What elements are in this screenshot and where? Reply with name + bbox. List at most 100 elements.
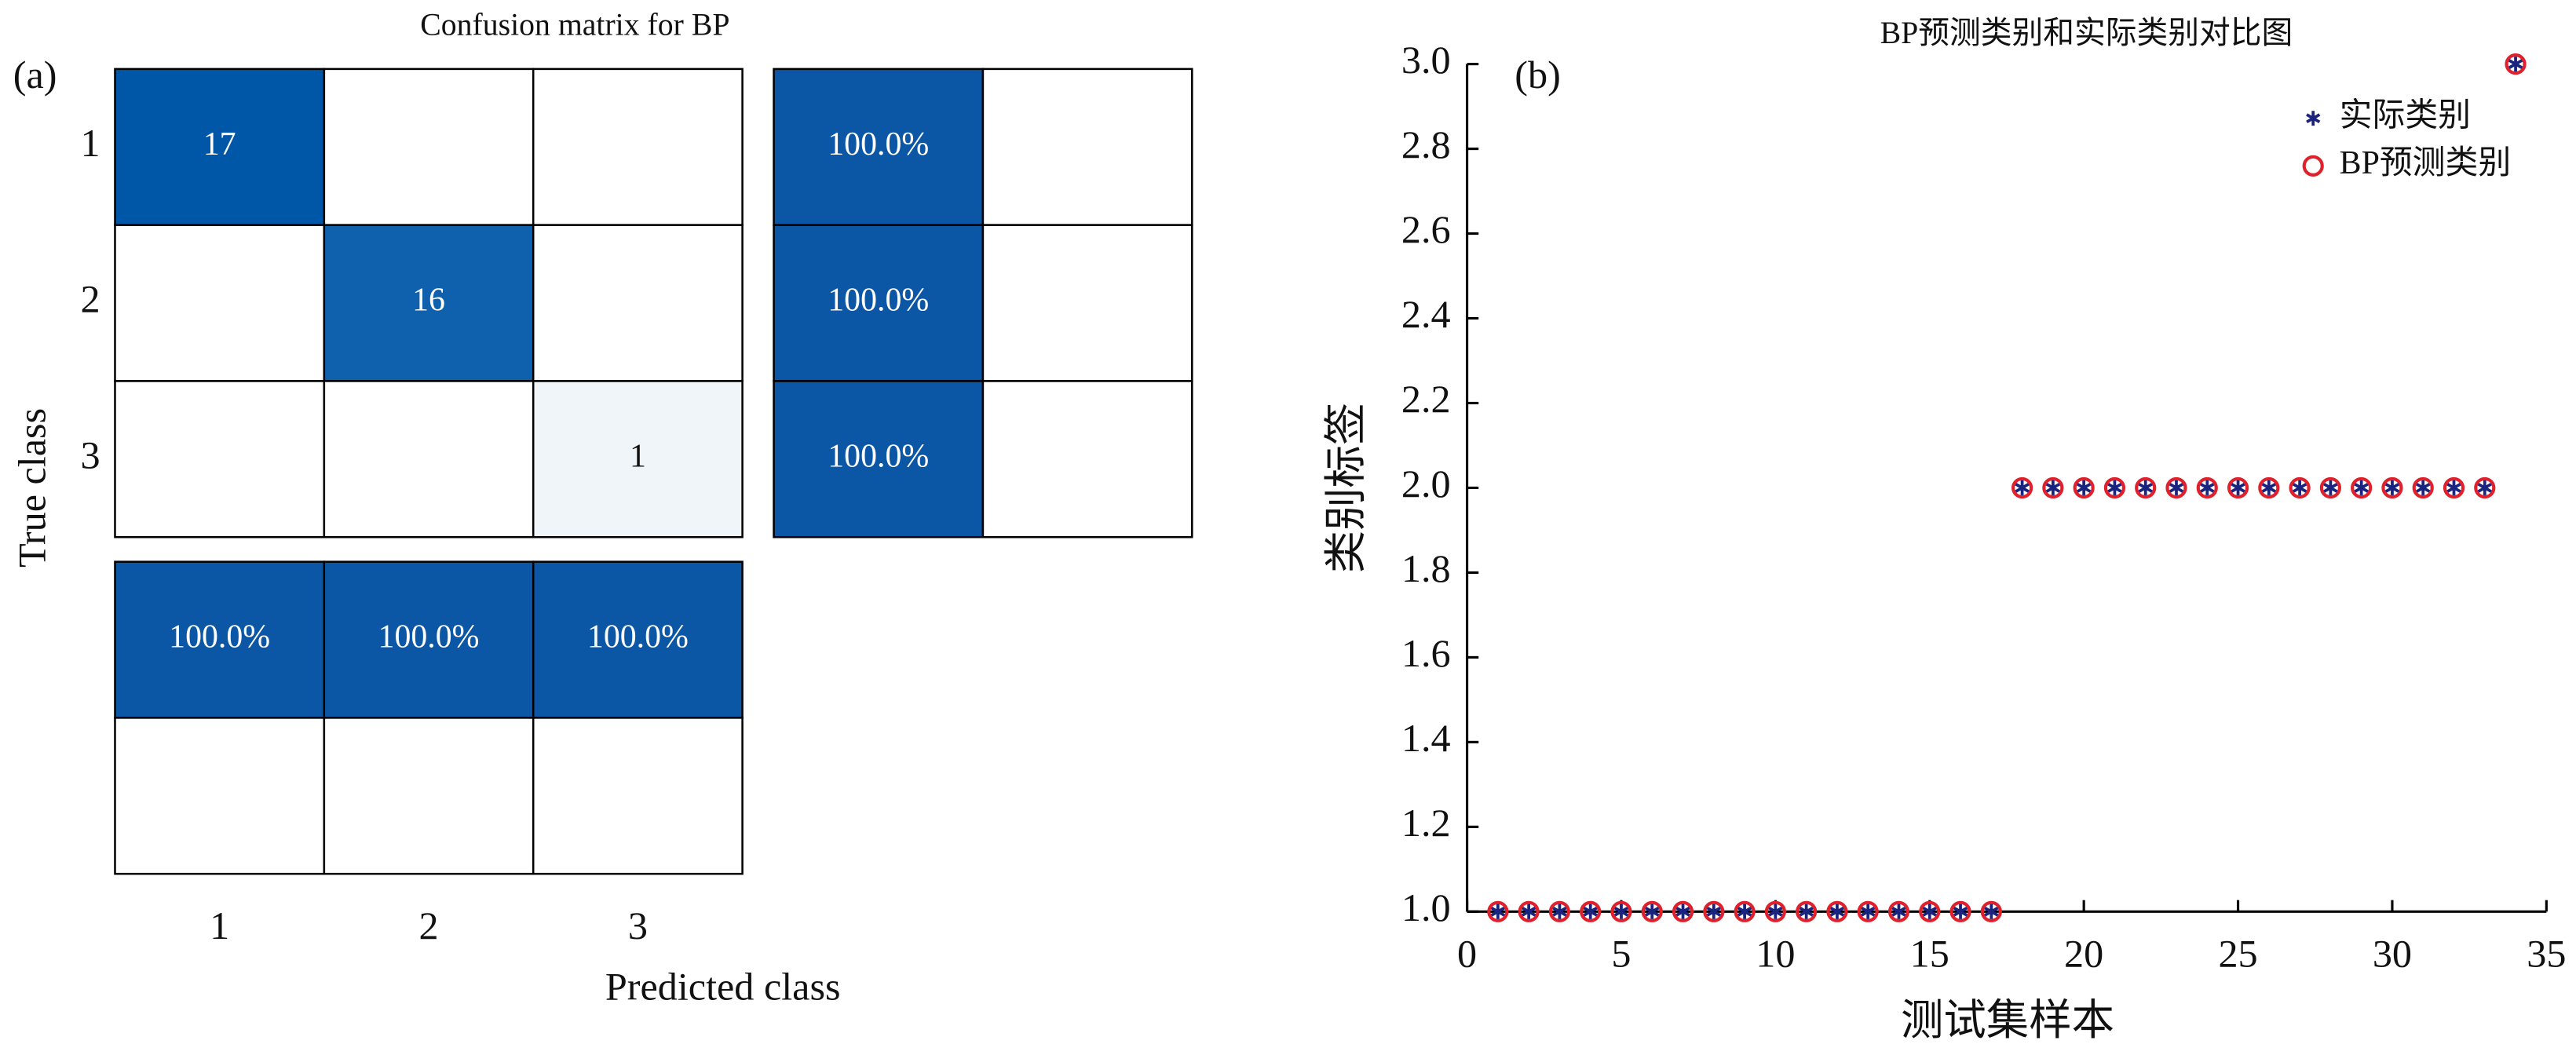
y-tick-label: 1.6 [1401,631,1451,675]
data-point [2261,480,2276,495]
empty-cell [981,224,1193,382]
y-tick-label: 2.6 [1401,207,1451,251]
y-tick-label: 3 [81,433,100,476]
data-point [2293,480,2307,495]
summary-label: 100.0% [587,619,689,655]
data-point [2351,476,2373,499]
x-axis-label: Predicted class [605,964,841,1008]
summary-cell [773,380,985,538]
data-point [2169,480,2184,495]
data-point [1796,900,1818,922]
data-point [2231,480,2245,495]
data-point [2354,480,2369,495]
empty-cell [114,224,326,382]
empty-cell [323,68,535,226]
data-point [2138,480,2153,495]
data-point [1984,904,1999,919]
y-tick-label: 2.2 [1401,377,1451,421]
matrix-cell [323,224,535,382]
empty-cell [532,717,744,875]
empty-cell [532,224,744,382]
x-tick-label: 1 [210,904,229,947]
data-point [1580,900,1602,922]
summary-label: 100.0% [828,126,929,162]
summary-cell [323,560,535,719]
data-point [2381,476,2403,499]
x-tick-label: 10 [1756,931,1795,975]
data-point [2165,476,2187,499]
data-point [1922,904,1937,919]
y-tick-label: 2.8 [1401,122,1451,166]
cell-label: 1 [630,438,646,474]
data-point [1891,904,1906,919]
data-point [2289,476,2311,499]
data-point [2384,480,2400,495]
legend-marker [2302,155,2324,177]
y-tick-label: 2.0 [1401,462,1451,506]
y-tick-label: 1 [81,121,100,165]
matrix-cell [532,380,744,538]
data-point [2474,476,2496,499]
y-tick-label: 1.4 [1401,716,1451,760]
data-point [2443,476,2465,499]
data-point [1583,904,1598,919]
summary-label: 100.0% [828,438,929,474]
summary-label: 100.0% [378,619,480,655]
legend-marker [2306,111,2321,126]
x-tick-label: 20 [2064,931,2103,975]
data-point [1706,904,1721,919]
data-point [2477,480,2492,495]
x-tick-label: 15 [1910,931,1949,975]
chart-title: BP预测类别和实际类别对比图 [1880,16,2293,50]
legend-label: 实际类别 [2340,97,2471,133]
data-point [1799,904,1814,919]
data-point [2077,480,2092,495]
summary-cell [773,68,985,226]
data-point [2505,53,2527,75]
data-point [2412,476,2434,499]
x-tick-label: 0 [1457,931,1477,975]
data-point [2258,476,2280,499]
data-point [2042,476,2064,499]
empty-cell [114,717,326,875]
data-point [2319,476,2341,499]
y-tick-label: 1.0 [1401,885,1451,929]
data-point [2508,57,2523,72]
empty-cell [323,717,535,875]
data-point [1949,900,1971,922]
x-tick-label: 25 [2218,931,2257,975]
data-point [2200,480,2215,495]
y-axis-label: True class [10,408,54,568]
y-tick-label: 1.2 [1401,801,1451,845]
legend-label: BP预测类别 [2340,145,2511,181]
summary-label: 100.0% [828,283,929,319]
data-point [1675,904,1690,919]
data-point [1522,904,1536,919]
data-point [1857,900,1879,922]
data-point [1490,904,1505,919]
empty-cell [532,68,744,226]
cell-label: 17 [203,126,236,162]
data-point [1641,900,1663,922]
matrix-cell [114,68,326,226]
empty-cell [981,380,1193,538]
data-point [1548,900,1571,922]
x-axis-label: 测试集样本 [1901,997,2114,1044]
y-tick-label: 2 [81,277,100,321]
data-point [1764,900,1786,922]
chart-title: Confusion matrix for BP [420,8,729,42]
summary-cell [773,224,985,382]
data-point [2135,476,2157,499]
data-point [1737,904,1752,919]
y-tick-label: 3.0 [1401,38,1451,82]
data-point [1953,904,1968,919]
data-point [2015,480,2030,495]
data-point [1610,900,1632,922]
data-point [1826,900,1848,922]
y-tick-label: 1.8 [1401,546,1451,590]
summary-label: 100.0% [169,619,270,655]
data-point [1703,900,1725,922]
empty-cell [114,380,326,538]
